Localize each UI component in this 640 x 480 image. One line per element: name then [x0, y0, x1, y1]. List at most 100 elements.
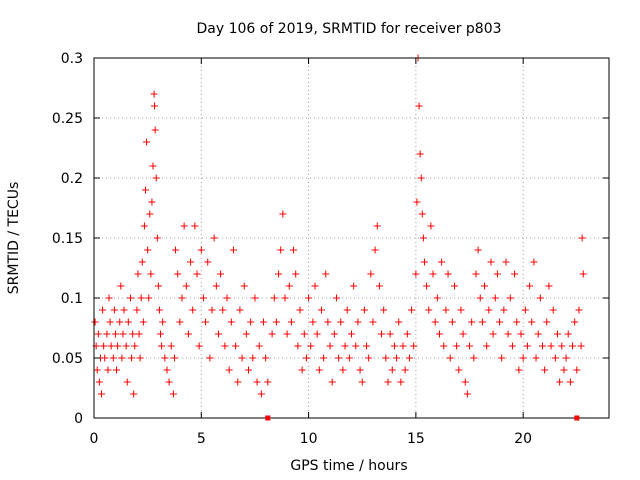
- data-point: [93, 366, 101, 374]
- data-point: [99, 306, 107, 314]
- data-point: [326, 342, 334, 350]
- data-point: [144, 246, 152, 254]
- data-point: [463, 390, 471, 398]
- data-point: [513, 318, 521, 326]
- data-point: [328, 378, 336, 386]
- data-point: [481, 282, 489, 290]
- data-point: [199, 294, 207, 302]
- data-point: [129, 330, 137, 338]
- data-point: [232, 342, 240, 350]
- data-point: [180, 222, 188, 230]
- data-point: [417, 174, 425, 182]
- data-point: [106, 318, 114, 326]
- data-point: [285, 282, 293, 290]
- data-point: [174, 270, 182, 278]
- data-point: [358, 378, 366, 386]
- y-tick-label: 0.05: [52, 351, 83, 367]
- data-point: [558, 342, 566, 350]
- data-point: [332, 294, 340, 302]
- data-point: [508, 342, 516, 350]
- data-point: [120, 306, 128, 314]
- data-point: [405, 354, 413, 362]
- data-point: [397, 378, 405, 386]
- data-point: [474, 246, 482, 254]
- data-point: [311, 282, 319, 290]
- data-point: [515, 366, 523, 374]
- data-point: [137, 294, 145, 302]
- data-point: [313, 330, 321, 338]
- data-point: [116, 318, 124, 326]
- data-point: [412, 270, 420, 278]
- data-point: [134, 270, 142, 278]
- data-point: [154, 282, 162, 290]
- data-point: [189, 306, 197, 314]
- data-point: [143, 138, 151, 146]
- data-point: [296, 306, 304, 314]
- data-point: [459, 330, 467, 338]
- data-point: [315, 366, 323, 374]
- data-point: [122, 342, 130, 350]
- data-point: [556, 378, 564, 386]
- data-point: [415, 102, 423, 110]
- data-point: [150, 90, 158, 98]
- data-point: [320, 354, 328, 362]
- data-point: [395, 318, 403, 326]
- data-point: [272, 318, 280, 326]
- data-point: [579, 270, 587, 278]
- x-axis-label: GPS time / hours: [290, 458, 407, 474]
- data-point: [483, 342, 491, 350]
- data-point: [453, 342, 461, 350]
- data-point: [151, 126, 159, 134]
- data-point: [219, 306, 227, 314]
- data-point: [149, 162, 157, 170]
- data-point: [262, 354, 270, 362]
- data-point: [158, 342, 166, 350]
- y-tick-label: 0.2: [61, 171, 83, 187]
- data-point: [240, 282, 248, 290]
- data-point: [388, 366, 396, 374]
- data-point: [126, 294, 134, 302]
- data-point: [476, 294, 484, 302]
- data-point: [386, 330, 394, 338]
- y-tick-label: 0.3: [61, 51, 83, 67]
- data-point: [468, 318, 476, 326]
- data-point: [403, 330, 411, 338]
- data-point: [500, 306, 508, 314]
- data-point: [545, 282, 553, 290]
- data-point: [519, 354, 527, 362]
- data-point: [442, 306, 450, 314]
- x-tick-label: 5: [197, 431, 206, 447]
- axis-ticks: 0 0.05 0.1 0.15 0.2 0.25 0.3 0 5 10 15 20: [52, 51, 609, 447]
- y-tick-label: 0.15: [52, 231, 83, 247]
- data-point: [290, 246, 298, 254]
- data-point: [236, 306, 244, 314]
- data-point: [317, 306, 325, 314]
- data-point: [521, 306, 529, 314]
- data-point: [457, 306, 465, 314]
- data-point: [506, 294, 514, 302]
- data-point: [161, 354, 169, 362]
- data-point: [257, 390, 265, 398]
- data-point: [438, 258, 446, 266]
- data-point: [167, 342, 175, 350]
- data-point: [208, 306, 216, 314]
- data-point: [440, 342, 448, 350]
- data-point: [227, 318, 235, 326]
- data-point: [140, 222, 148, 230]
- data-point: [350, 282, 358, 290]
- data-point: [98, 390, 106, 398]
- data-point: [493, 270, 501, 278]
- data-point: [104, 366, 112, 374]
- x-tick-label: 20: [514, 431, 532, 447]
- data-point: [139, 318, 147, 326]
- data-point: [502, 258, 510, 266]
- data-point: [95, 378, 103, 386]
- data-point: [554, 330, 561, 338]
- data-point: [152, 174, 160, 182]
- data-point: [431, 318, 439, 326]
- data-point: [204, 258, 212, 266]
- data-point: [268, 330, 276, 338]
- data-point: [478, 318, 486, 326]
- data-point: [191, 222, 199, 230]
- gap-marker: [265, 415, 271, 421]
